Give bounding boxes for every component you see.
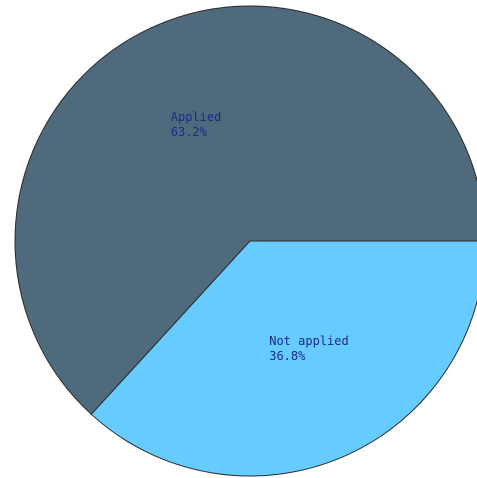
slice-label-percent: 36.8% bbox=[269, 349, 306, 363]
slice-label-name: Applied bbox=[171, 110, 222, 124]
pie-slice-applied bbox=[14, 5, 477, 416]
pie-slices bbox=[14, 5, 477, 477]
slice-label-percent: 63.2% bbox=[171, 125, 208, 139]
pie-slice-not-applied bbox=[90, 240, 477, 477]
slice-label-name: Not applied bbox=[269, 334, 348, 348]
